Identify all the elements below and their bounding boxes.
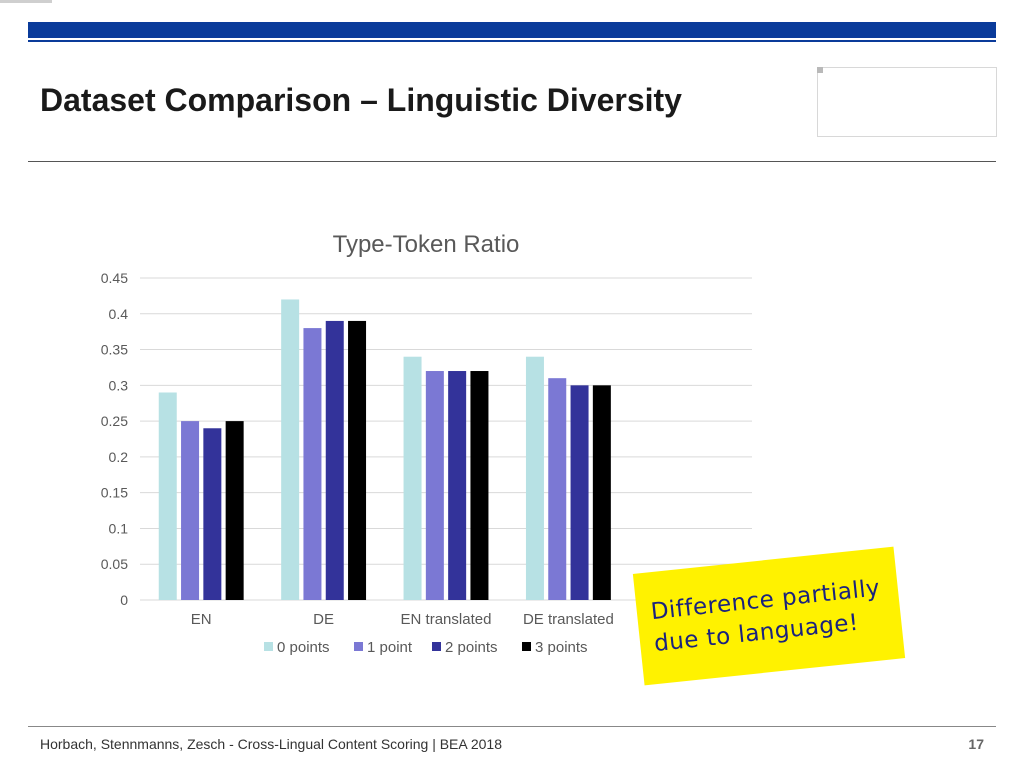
title-divider — [28, 161, 996, 162]
x-category-label: DE — [313, 611, 334, 628]
bar — [448, 371, 467, 600]
legend-swatch — [354, 642, 363, 651]
page-number: 17 — [968, 736, 984, 752]
footer-divider — [28, 726, 996, 727]
y-tick-label: 0.25 — [101, 413, 128, 429]
y-tick-label: 0.15 — [101, 485, 128, 501]
corner-marker — [0, 0, 52, 3]
bar — [181, 421, 200, 600]
bar-chart: 0 0.05 0.1 0.15 0.2 0.25 0.3 0.35 0.4 0.45 EN DE EN … — [101, 270, 752, 656]
bar — [281, 299, 300, 600]
header-line — [28, 40, 996, 42]
bar — [158, 392, 177, 600]
x-category-label: EN — [191, 611, 212, 628]
bar — [470, 371, 489, 600]
logo-placeholder — [817, 67, 997, 137]
y-tick-label: 0.4 — [109, 306, 129, 322]
bar — [303, 328, 322, 600]
bar — [403, 356, 422, 600]
legend-swatch — [432, 642, 441, 651]
y-tick-label: 0.1 — [109, 520, 129, 536]
bar — [570, 385, 589, 600]
y-tick-label: 0.2 — [109, 449, 129, 465]
footer-citation: Horbach, Stennmanns, Zesch - Cross-Lingu… — [40, 736, 502, 752]
legend-label: 2 points — [445, 639, 498, 656]
x-category-label: EN translated — [401, 611, 492, 628]
y-tick-label: 0.3 — [109, 377, 129, 393]
bar — [225, 421, 244, 600]
legend-swatch — [522, 642, 531, 651]
header-band — [28, 22, 996, 38]
bar — [348, 320, 367, 600]
y-tick-label: 0.45 — [101, 270, 128, 286]
bar — [325, 320, 344, 600]
bar — [203, 428, 222, 600]
y-tick-label: 0.05 — [101, 556, 128, 572]
legend-swatch — [264, 642, 273, 651]
bar — [425, 371, 444, 600]
x-category-label: DE translated — [523, 611, 614, 628]
chart-title: Type-Token Ratio — [332, 231, 520, 258]
y-tick-label: 0.35 — [101, 342, 128, 358]
slide-title: Dataset Comparison – Linguistic Diversit… — [40, 82, 682, 118]
bar — [525, 356, 544, 600]
bar — [592, 385, 611, 600]
legend-label: 3 points — [535, 639, 588, 656]
legend-label: 1 point — [367, 639, 413, 656]
legend-label: 0 points — [277, 639, 330, 656]
bar — [548, 378, 567, 600]
y-tick-label: 0 — [120, 592, 128, 608]
